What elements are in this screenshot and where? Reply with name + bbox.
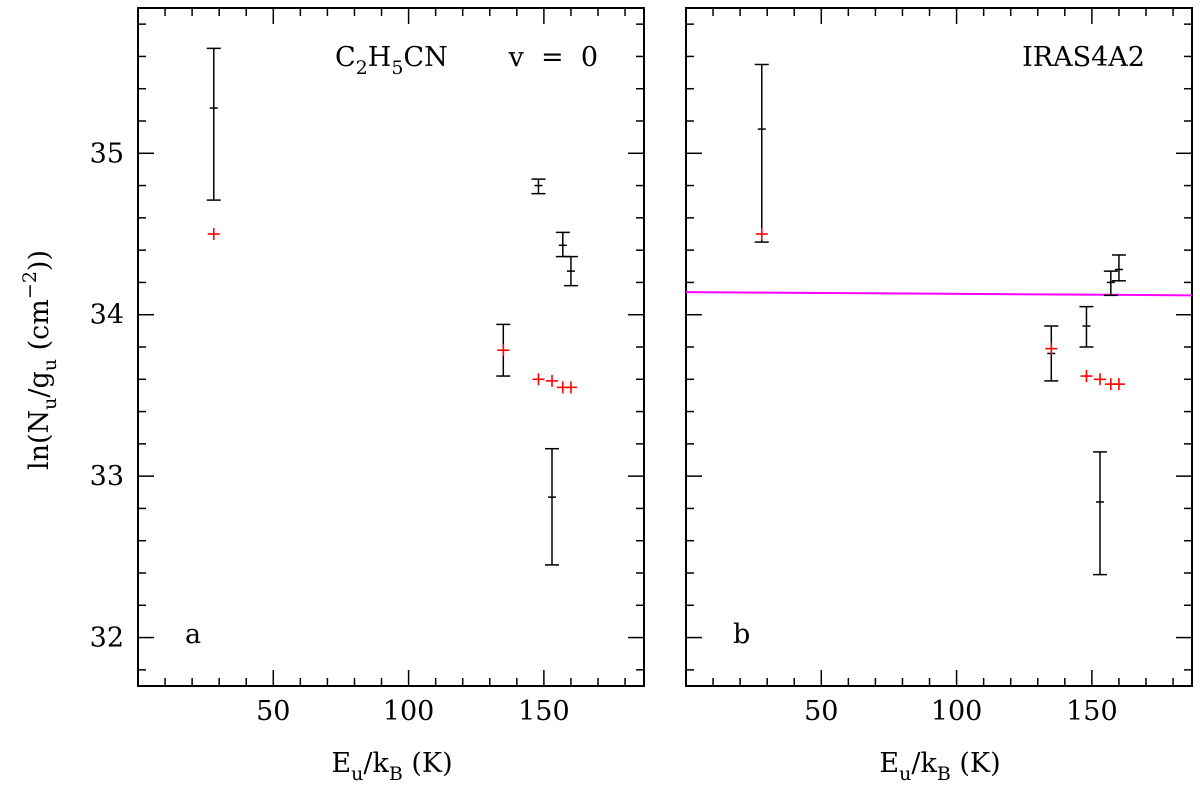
x-tick-label: 50 (804, 696, 838, 727)
plot-panel-b: 50 100 150 (685, 7, 1193, 727)
y-tick-label: 34 (90, 300, 124, 331)
observed-point (1093, 451, 1107, 576)
model-point (1112, 378, 1125, 391)
x-tick-label: 100 (383, 696, 435, 727)
y-axis-title: ln(Nu/gu (cm−2)) (19, 250, 61, 470)
model-point (497, 344, 510, 357)
observed-point (531, 178, 546, 195)
observed-point (545, 447, 559, 566)
model-point (207, 228, 220, 240)
model-point (532, 373, 545, 386)
observed-point (1079, 305, 1094, 348)
y-tick-label: 32 (90, 623, 124, 654)
x-tick-label: 100 (931, 696, 983, 727)
plot-panel-a: 50 100 150 32 33 34 35 (90, 7, 645, 727)
x-tick-label: 150 (1066, 696, 1118, 727)
x-tick-label: 50 (256, 696, 290, 727)
model-point (564, 381, 577, 394)
model-point (546, 374, 558, 387)
model-point (1080, 370, 1093, 383)
source-label: IRAS4A2 (1022, 42, 1145, 73)
model-point (1045, 342, 1058, 355)
molecule-label: C2H5CN (335, 42, 448, 79)
observed-point (754, 63, 769, 243)
x-axis-title-b: Eu/kB (K) (879, 748, 1000, 785)
observed-point (1103, 270, 1118, 297)
panel-label-b: b (733, 619, 750, 650)
x-axis-title-a: Eu/kB (K) (331, 748, 452, 785)
y-tick-label: 33 (90, 461, 124, 492)
model-point (1094, 373, 1106, 386)
y-tick-label: 35 (90, 138, 124, 169)
model-point (755, 228, 768, 240)
state-label: v = 0 (508, 42, 598, 73)
observed-point (1111, 254, 1126, 282)
panel-label-a: a (185, 619, 201, 650)
observed-point (563, 255, 578, 287)
observed-point (206, 47, 221, 201)
x-tick-label: 150 (518, 696, 570, 727)
observed-point (555, 231, 570, 258)
